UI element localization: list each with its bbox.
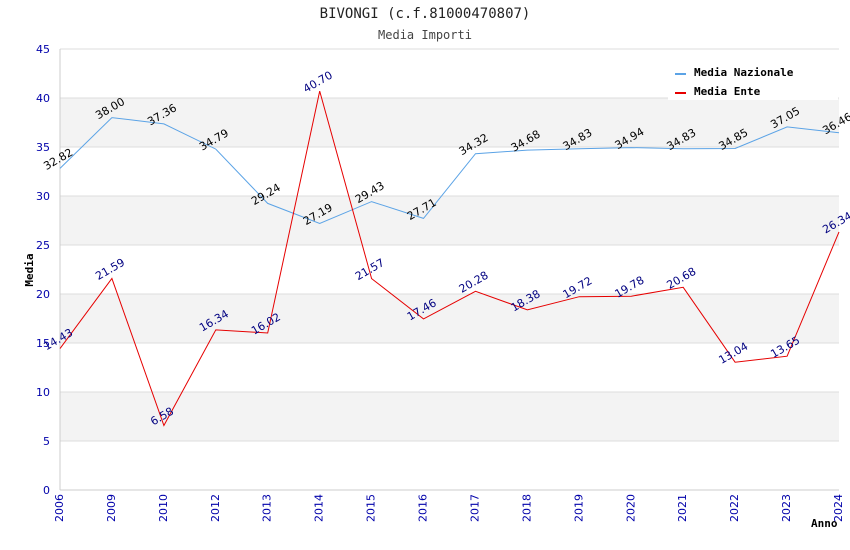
y-axis-title: Media xyxy=(23,253,36,286)
y-tick-label: 20 xyxy=(36,288,50,301)
x-tick-label: 2022 xyxy=(728,494,741,522)
y-tick-label: 35 xyxy=(36,141,50,154)
series-line-media-ente xyxy=(59,90,840,427)
series-line-media-nazionale xyxy=(59,117,840,225)
x-tick-label: 2021 xyxy=(676,494,689,522)
x-tick-label: 2019 xyxy=(572,494,585,522)
y-tick-label: 15 xyxy=(36,337,50,350)
x-tick-label: 2014 xyxy=(313,494,326,522)
x-tick-label: 2024 xyxy=(832,494,845,522)
gridlines xyxy=(59,48,839,491)
y-tick-label: 25 xyxy=(36,239,50,252)
x-tick-label: 2023 xyxy=(780,494,793,522)
plot-bands xyxy=(60,49,839,490)
plot-band xyxy=(60,196,839,245)
x-tick-label: 2009 xyxy=(105,494,118,522)
plot-band xyxy=(60,147,839,196)
legend: Media Nazionale Media Ente xyxy=(668,60,838,100)
legend-label: Media Ente xyxy=(694,85,761,98)
x-tick-label: 2020 xyxy=(624,494,637,522)
y-axis-ticks: 0 5 10 15 20 25 30 35 40 45 xyxy=(36,43,50,497)
x-tick-label: 2016 xyxy=(417,494,430,522)
plot-band xyxy=(60,245,839,294)
x-tick-label: 2017 xyxy=(468,494,481,522)
x-axis-title: Anno xyxy=(811,517,838,530)
y-tick-label: 0 xyxy=(43,484,50,497)
plot-band xyxy=(60,392,839,441)
y-tick-label: 45 xyxy=(36,43,50,56)
plot-band xyxy=(60,343,839,392)
x-tick-label: 2013 xyxy=(261,494,274,522)
legend-box xyxy=(668,60,838,100)
plot-band xyxy=(60,294,839,343)
plot-band xyxy=(60,441,839,490)
y-tick-label: 10 xyxy=(36,386,50,399)
x-tick-label: 2018 xyxy=(520,494,533,522)
y-tick-label: 40 xyxy=(36,92,50,105)
plot-band xyxy=(60,98,839,147)
series-lines xyxy=(59,90,840,427)
x-tick-label: 2010 xyxy=(157,494,170,522)
x-tick-label: 2012 xyxy=(209,494,222,522)
y-tick-label: 5 xyxy=(43,435,50,448)
chart-subtitle: Media Importi xyxy=(378,28,472,42)
x-tick-label: 2015 xyxy=(365,494,378,522)
x-tick-label: 2006 xyxy=(53,494,66,522)
chart-title: BIVONGI (c.f.81000470807) xyxy=(320,6,531,22)
y-tick-label: 30 xyxy=(36,190,50,203)
legend-label: Media Nazionale xyxy=(694,66,794,79)
x-axis-ticks: 2006 2009 2010 2012 2013 2014 2015 2016 2017 2018… xyxy=(53,494,845,522)
